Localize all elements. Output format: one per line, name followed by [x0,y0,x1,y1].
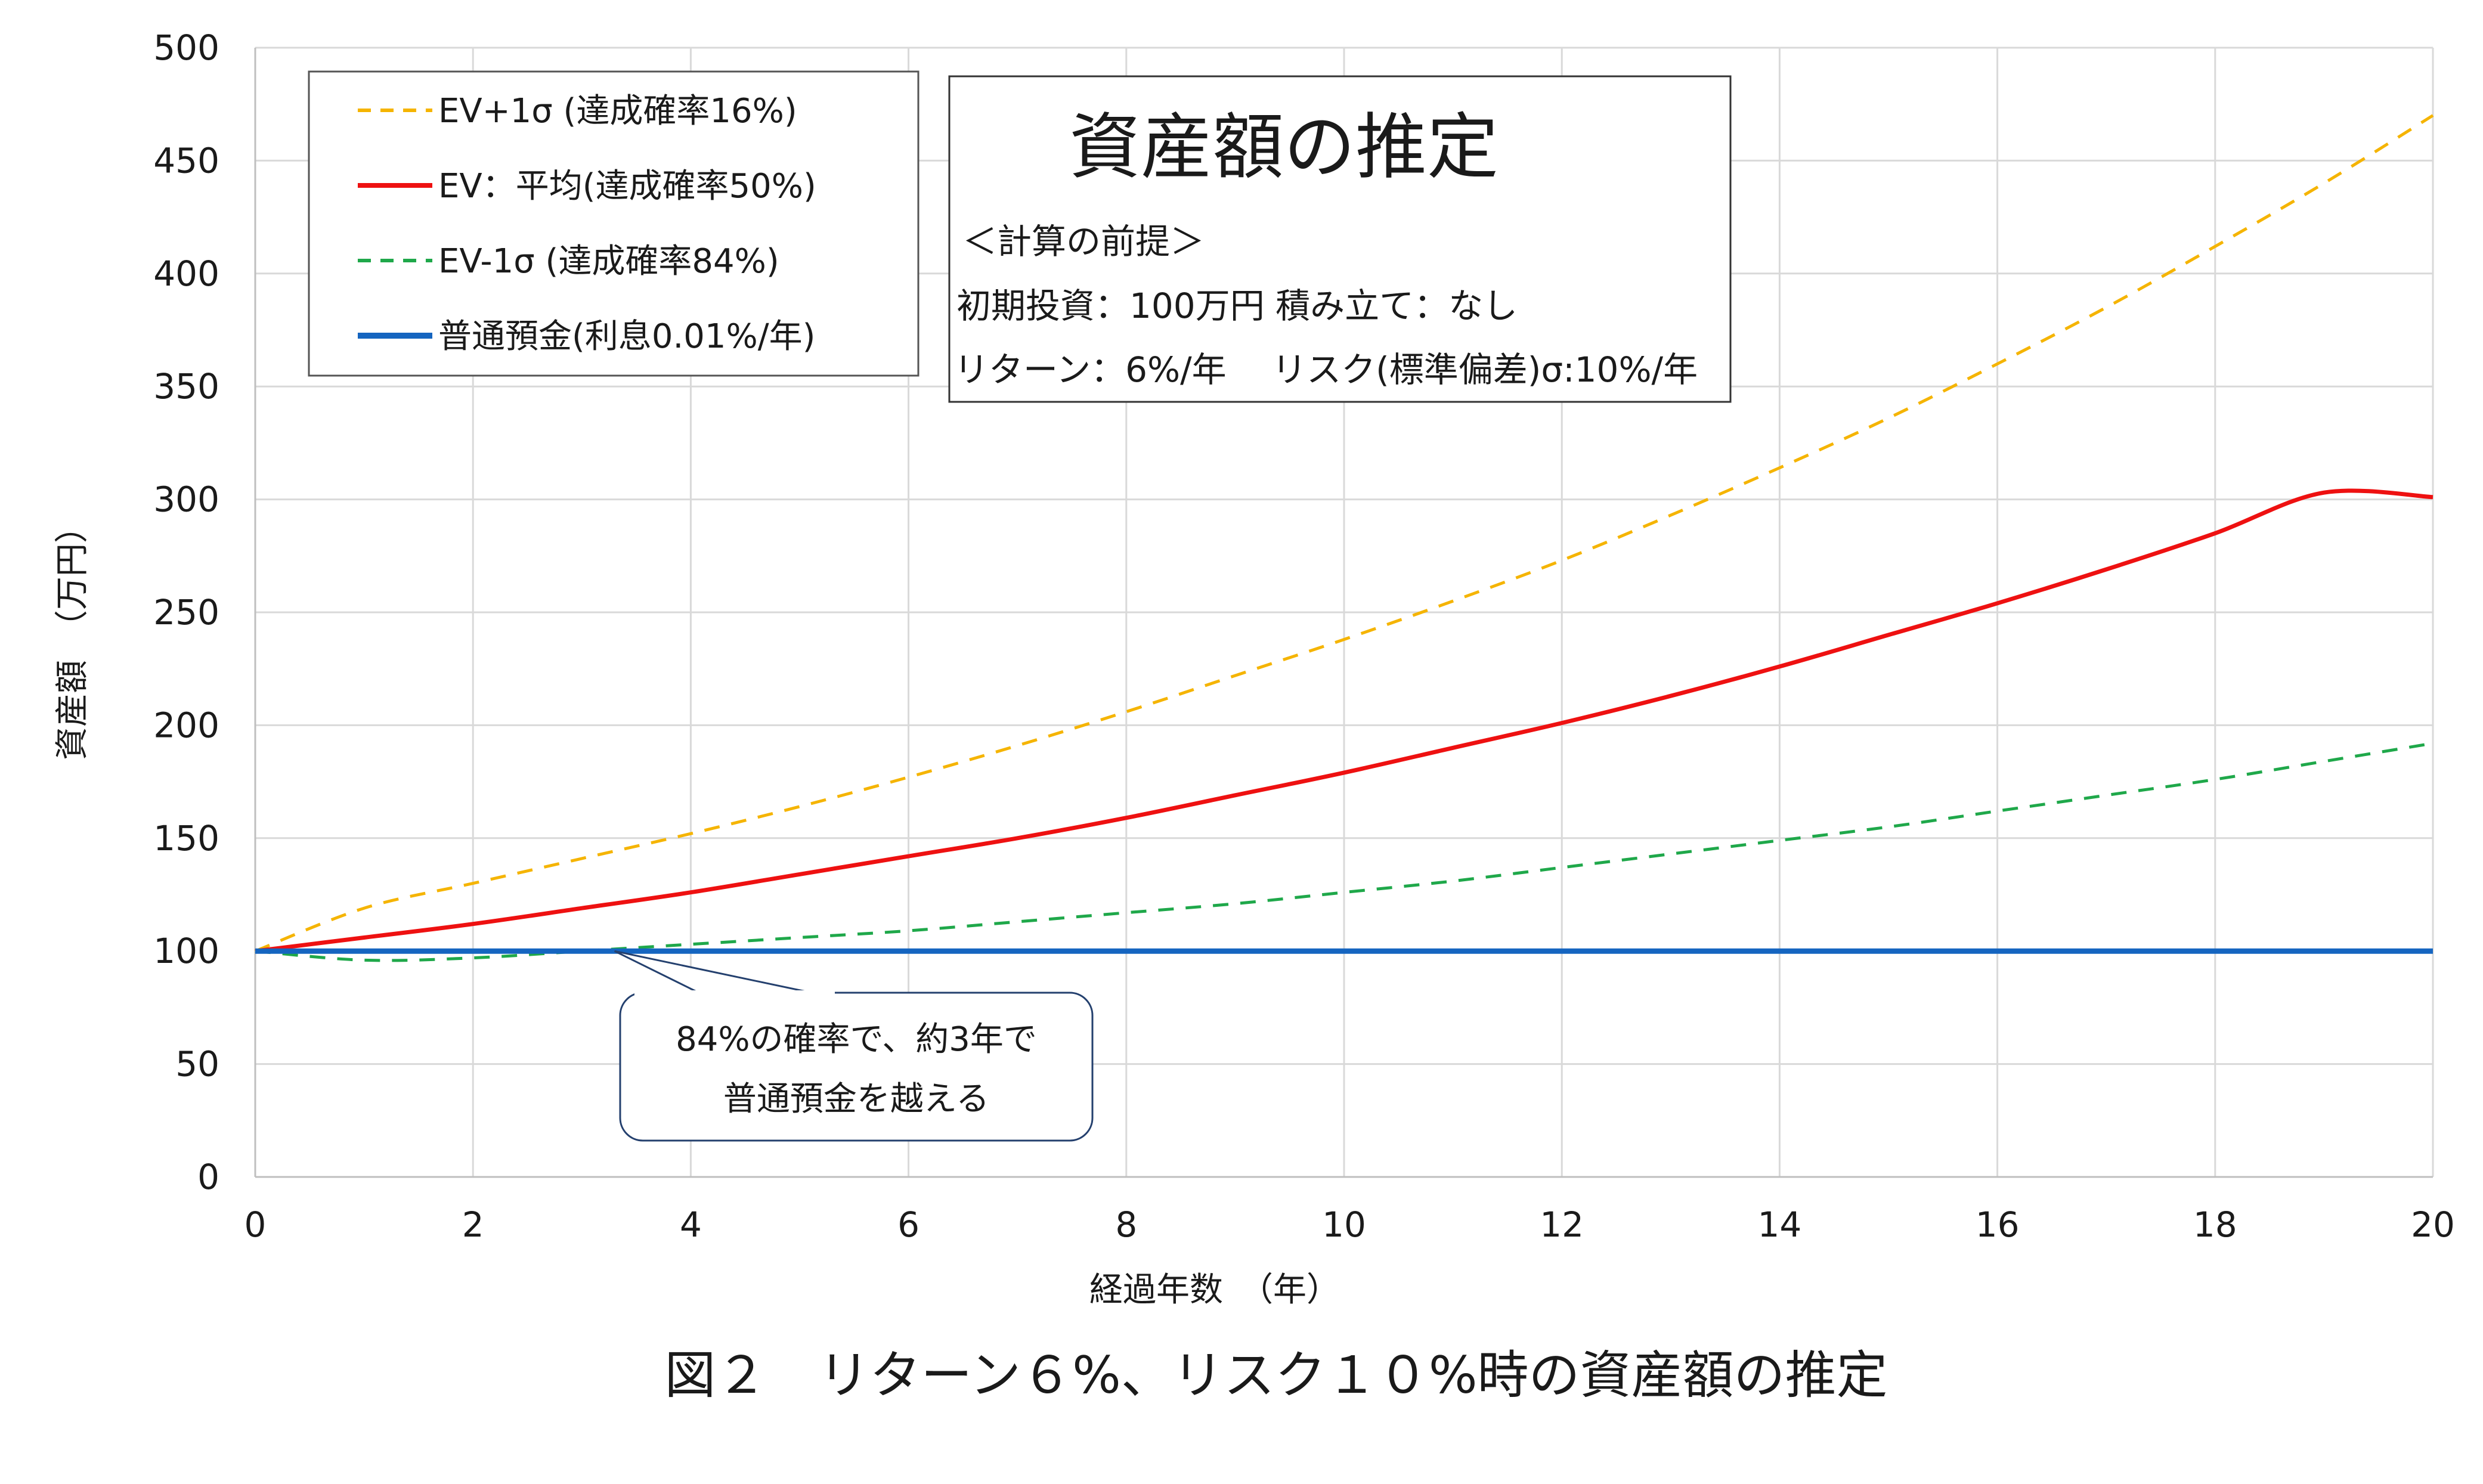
callout: 84%の確率で、約3年で 普通預金を越える [614,950,1094,1142]
figure-caption: 図２ リターン６%、リスク１０%時の資産額の推定 [664,1346,1887,1405]
info-line-2: リターン：6%/年 リスク(標準偏差)σ:10%/年 [954,349,1698,390]
legend-entry-ev-plus-1sigma-label: EV+1σ (達成確率16%) [438,92,797,131]
y-axis-title: 資産額 （万円） [53,510,92,760]
x-tick-label: 4 [680,1204,702,1245]
x-tick-labels: 0 2 4 6 8 10 12 14 16 18 20 [244,1204,2455,1245]
x-axis-title: 経過年数 （年） [1089,1271,1340,1309]
y-tick-label: 250 [153,592,219,633]
info-line-1: 初期投資：100万円 積み立て：なし [956,286,1518,326]
callout-line-2: 普通預金を越える [723,1080,989,1119]
series-line-ev-plus-1sigma [255,114,2434,953]
info-heading: ＜計算の前提＞ [962,221,1205,262]
y-tick-label: 450 [153,140,219,181]
x-tick-label: 8 [1115,1204,1137,1245]
x-tick-label: 18 [2193,1204,2237,1245]
axes [254,48,2433,1178]
y-tick-label: 100 [153,931,219,971]
legend-entry-savings-label: 普通預金(利息0.01%/年) [438,317,815,356]
info-box-frame [948,75,1732,403]
callout-pointer [614,950,823,996]
x-tick-label: 12 [1540,1204,1584,1245]
legend: EV+1σ (達成確率16%) EV：平均(達成確率50%) EV-1σ (達成確率… [308,70,919,377]
y-tick-label: 300 [153,479,219,520]
y-tick-labels: 0 50 100 150 200 250 300 350 400 450 500 [153,27,219,1197]
y-tick-label: 200 [153,705,219,745]
x-tick-label: 6 [897,1204,919,1245]
y-tick-label: 150 [153,818,219,859]
x-tick-label: 0 [244,1204,267,1245]
callout-seam-cover [634,990,835,995]
y-tick-label: 500 [153,27,219,68]
y-tick-label: 350 [153,366,219,407]
info-box: 資産額の推定 ＜計算の前提＞ 初期投資：100万円 積み立て：なし リターン：6… [948,75,1732,403]
x-tick-label: 16 [1976,1204,2020,1245]
series-line-ev-mean [255,488,2434,953]
x-tick-label: 10 [1322,1204,1366,1245]
callout-box [619,992,1094,1142]
x-tick-label: 14 [1757,1204,1801,1245]
legend-entry-ev-mean-label: EV：平均(達成確率50%) [438,167,816,206]
x-tick-label: 20 [2411,1204,2455,1245]
legend-box [308,70,919,377]
y-tick-label: 0 [197,1157,219,1197]
info-title: 資産額の推定 [1069,106,1499,189]
legend-entry-ev-minus-1sigma-label: EV-1σ (達成確率84%) [438,242,779,281]
y-tick-label: 400 [153,253,219,294]
y-tick-label: 50 [175,1044,219,1085]
x-tick-label: 2 [462,1204,484,1245]
callout-line-1: 84%の確率で、約3年で [676,1020,1037,1059]
